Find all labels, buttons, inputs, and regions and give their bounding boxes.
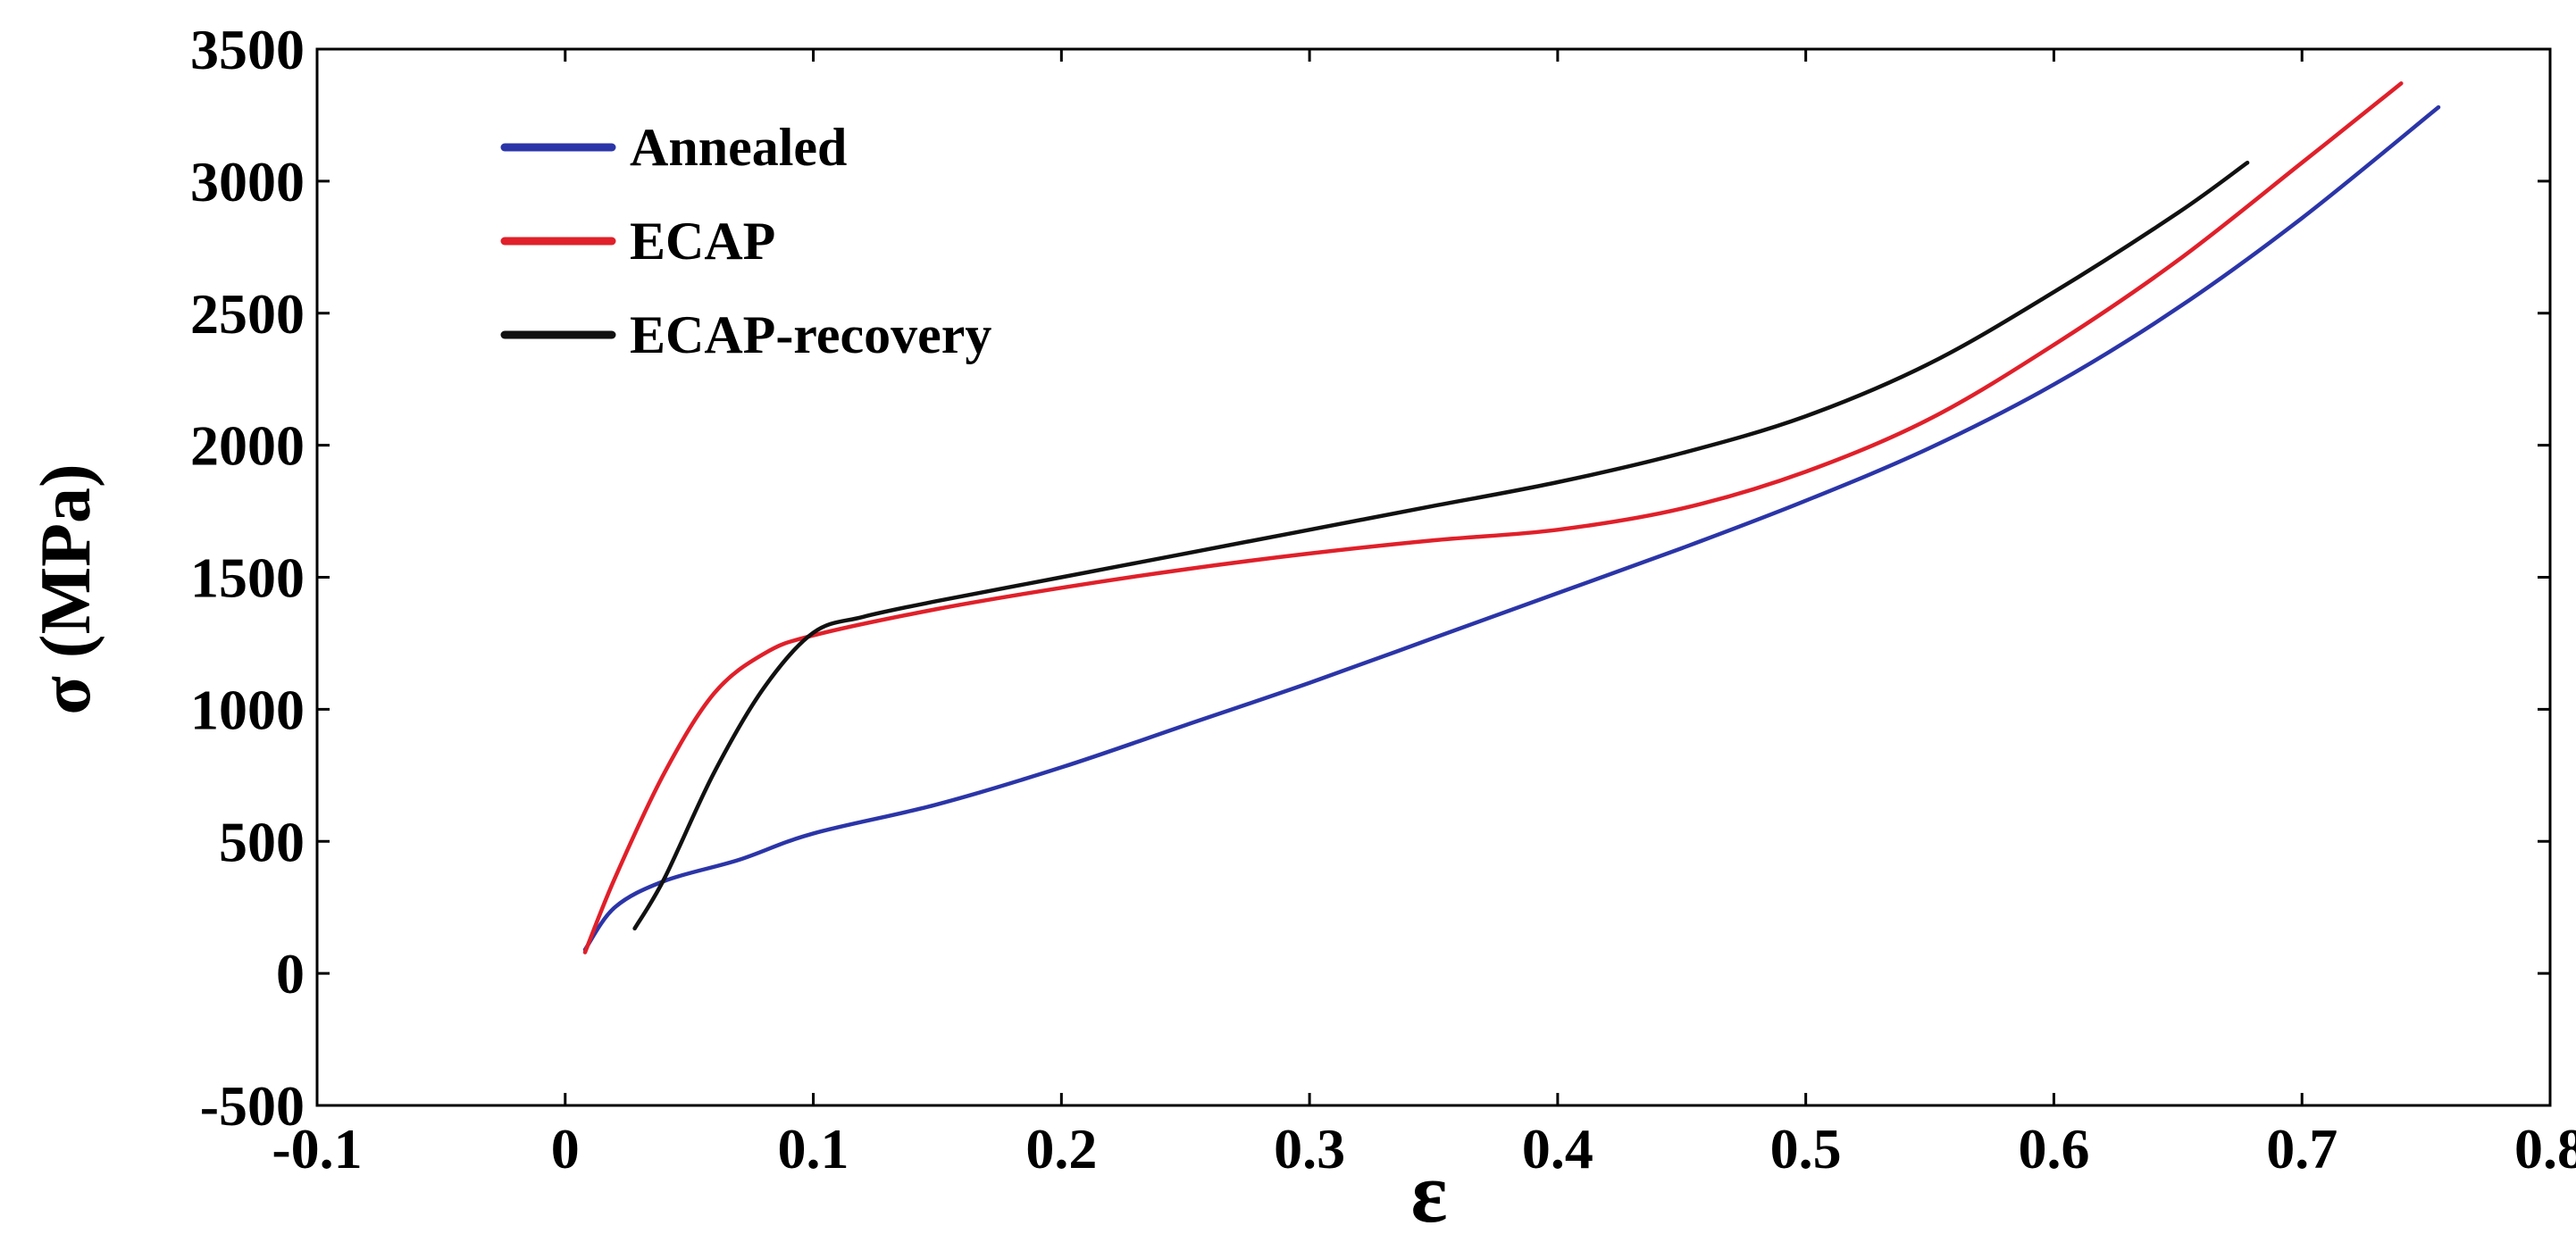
y-tick-label: 1000: [190, 678, 305, 741]
y-tick-label: 500: [219, 810, 305, 873]
y-tick-label: 2000: [190, 414, 305, 478]
x-tick-label: 0.7: [2266, 1117, 2338, 1180]
x-tick-label: 0.6: [2018, 1117, 2089, 1180]
x-tick-label: 0.2: [1025, 1117, 1097, 1180]
x-tick-label: 0: [551, 1117, 580, 1180]
x-tick-label: 0.4: [1522, 1117, 1593, 1180]
legend-label-ecap: ECAP: [630, 212, 775, 271]
y-tick-label: 3500: [190, 18, 305, 81]
x-tick-label: 0.5: [1770, 1117, 1842, 1180]
x-tick-label: 0.1: [778, 1117, 849, 1180]
y-tick-label: -500: [200, 1074, 305, 1138]
legend-label-annealed: Annealed: [630, 118, 847, 177]
legend-label-ecap-recovery: ECAP-recovery: [630, 305, 991, 364]
x-tick-label: 0.8: [2514, 1117, 2576, 1180]
y-axis-label: σ (MPa): [27, 463, 105, 714]
x-tick-label: 0.3: [1274, 1117, 1345, 1180]
y-tick-label: 1500: [190, 546, 305, 610]
series-line-ecap: [582, 81, 2404, 955]
x-axis-label: ε: [1410, 1145, 1447, 1234]
series-line-ecap-recovery: [632, 160, 2250, 931]
x-tick-label: -0.1: [272, 1117, 362, 1180]
y-tick-label: 2500: [190, 282, 305, 346]
series-line-annealed: [582, 104, 2441, 952]
y-tick-label: 0: [276, 942, 305, 1005]
y-tick-label: 3000: [190, 150, 305, 213]
